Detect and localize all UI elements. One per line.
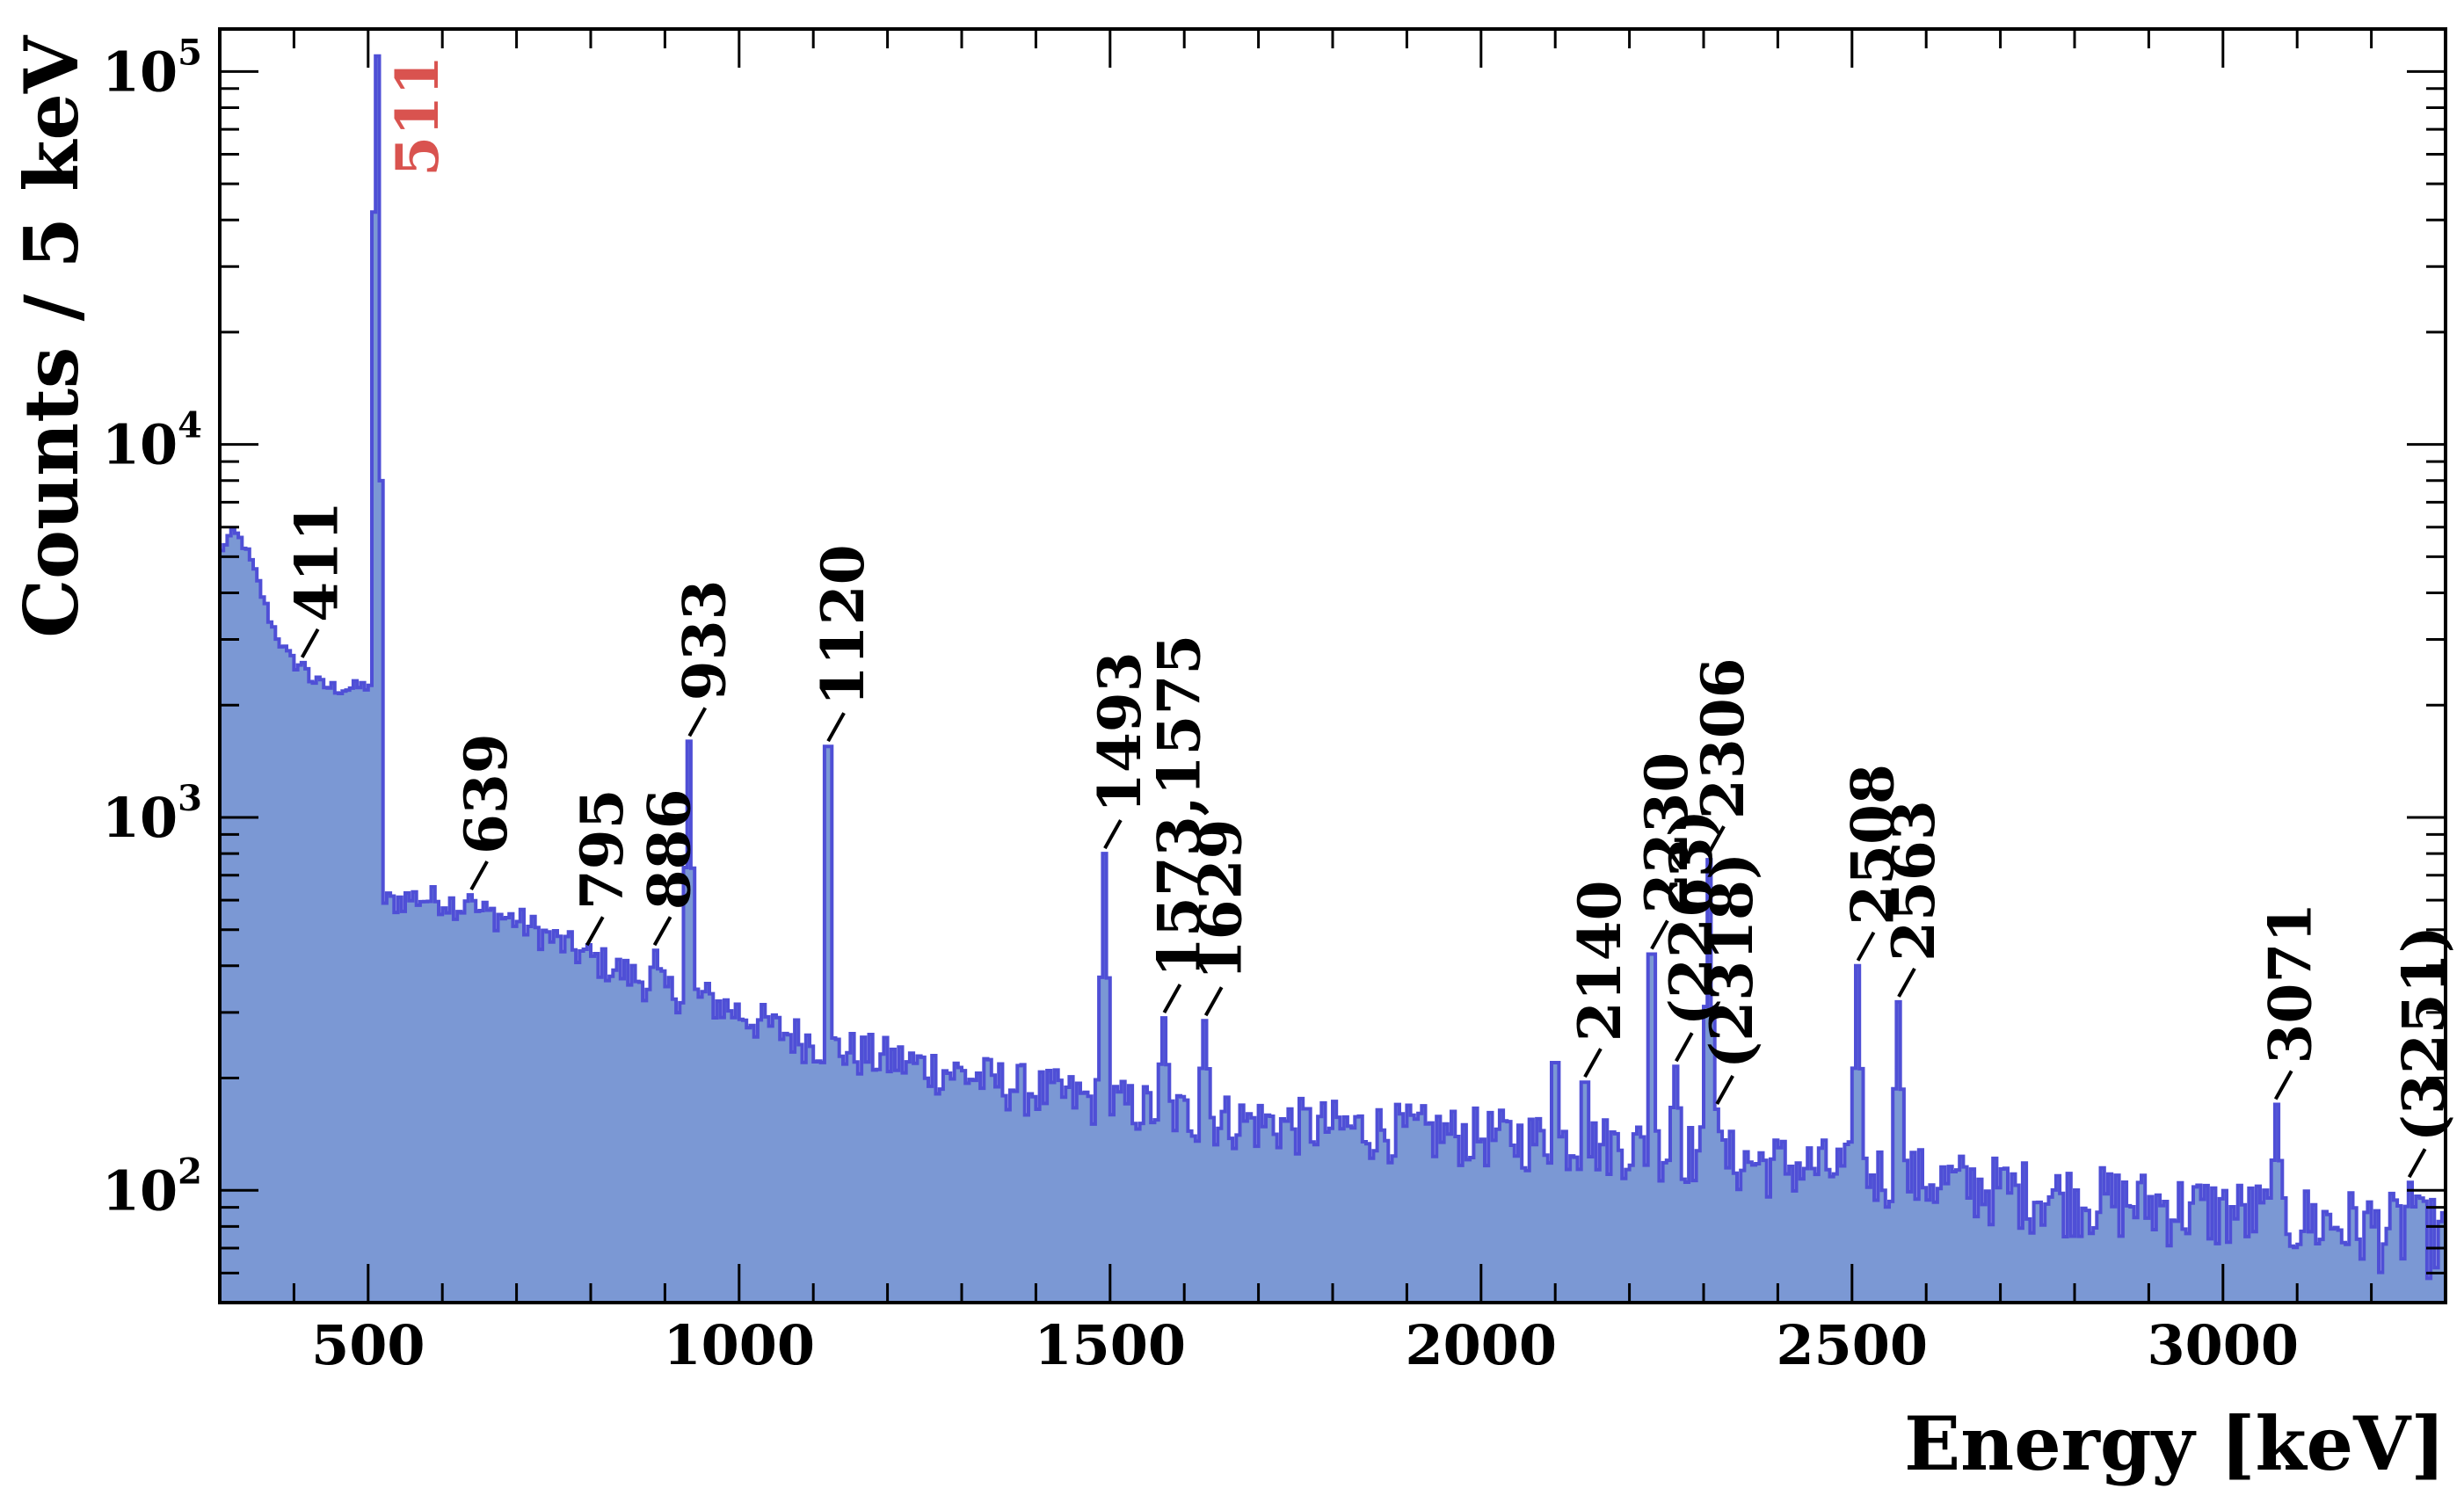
peak-label: 3071 [2257,903,2325,1064]
histogram-line [220,54,2446,1281]
peak-leader-line [585,916,605,947]
x-axis-ticks: 500 1000 1500 2000 2500 3000 [292,29,2447,1377]
peak-label: 639 [452,733,520,854]
peak-label: 795 [568,788,636,910]
peak-annotation: 886 [636,788,704,947]
peak-annotation: 2508 [1839,764,1908,962]
peak-label: 933 [670,580,738,701]
peak-annotation: 1573,1575 [1145,635,1213,1014]
peak-label: 1493 [1086,651,1154,813]
peak-leader-line [1203,986,1224,1017]
peak-label: 1120 [809,545,877,707]
peak-annotation: 933 [670,580,738,737]
peak-annotation: 411 [283,501,352,658]
x-tick-label: 2500 [1777,1313,1929,1377]
peak-leader-line [1897,967,1916,998]
x-tick-label: 500 [311,1313,425,1377]
x-axis-title: Energy [keV] [1904,1400,2446,1487]
peak-leader-line [652,916,672,947]
peak-leader-line [1583,1048,1603,1078]
peak-label: 1629 [1187,819,1255,981]
y-axis-title: Counts / 5 keV [8,34,95,638]
peak-annotation: 639 [452,733,520,891]
peak-label: 2508 [1839,764,1908,926]
x-tick-label: 1500 [1035,1313,1187,1377]
peak-leader-line [1650,919,1669,950]
peak-annotation: 795 [568,788,636,947]
peak-leader-line [687,707,707,737]
x-tick-label: 1000 [664,1313,816,1377]
peak-leader-line [1162,984,1182,1014]
peak-annotation: 2140 [1566,881,1634,1078]
peak-label: 411 [283,501,352,622]
peak-annotation: 1629 [1187,819,1255,1017]
peak-annotation: 1120 [809,545,877,743]
peak-annotation: 2306 [1689,657,1757,856]
peak-leader-line [1715,1075,1734,1105]
peak-annotation: (2318) [1697,853,1766,1105]
peak-label: 2230 [1632,752,1701,914]
peak-label: (3251) [2390,926,2459,1142]
peak-annotation: 2230 [1632,752,1701,950]
peak-label: 2140 [1566,881,1634,1042]
y-tick-label: 105 [102,32,202,104]
plot-area [220,54,2446,1303]
y-tick-label: 104 [102,405,202,477]
y-axis-ticks: 102 103 104 105 [102,32,2446,1304]
peak-leader-line [2273,1070,2293,1100]
peak-leader-line [2407,1148,2427,1179]
peak-leader-line [1706,825,1726,856]
y-tick-label: 102 [102,1151,202,1223]
y-tick-label: 103 [102,778,202,850]
peak-leader-line [1856,931,1876,962]
peak-leader-line [1675,1032,1694,1063]
peak-annotation: 3071 [2257,903,2325,1100]
peak-label: 2563 [1879,800,1948,962]
peak-leader-line [826,712,846,743]
peak-label: 511 [383,55,452,177]
peak-annotation: 2563 [1879,800,1948,998]
peak-label: 886 [636,788,704,910]
x-tick-label: 3000 [2148,1313,2300,1377]
histogram-fill [220,55,2446,1303]
peak-annotation: 511 [383,55,452,177]
peak-leader-line [469,860,489,891]
peak-annotation: 1493 [1086,651,1154,850]
x-tick-label: 2000 [1406,1313,1558,1377]
peak-annotation: (3251) [2390,926,2459,1179]
peak-label: (2318) [1697,853,1766,1069]
peak-label: 1573,1575 [1145,635,1213,977]
peak-leader-line [1103,819,1123,850]
peak-label: 2306 [1689,657,1757,819]
peak-leader-line [300,628,320,658]
